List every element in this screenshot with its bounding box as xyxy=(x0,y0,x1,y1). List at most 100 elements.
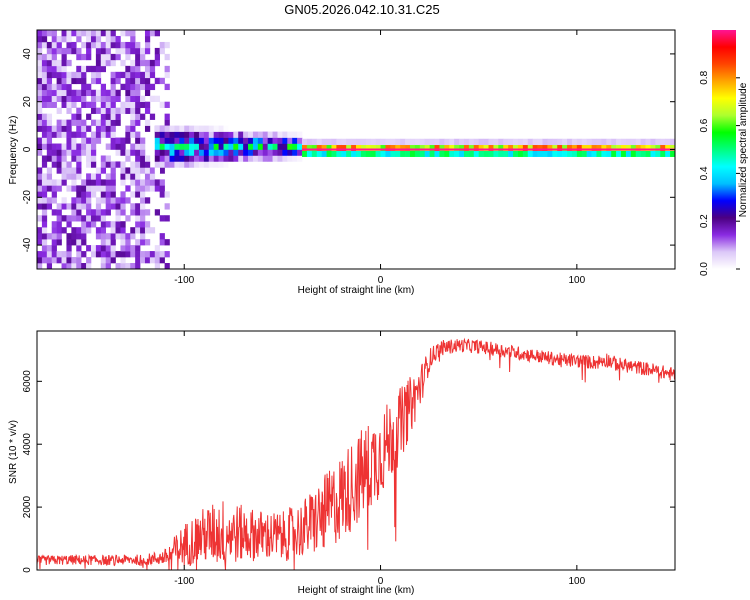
spectrogram-cell xyxy=(194,131,200,138)
spectrogram-cell xyxy=(272,155,278,162)
spectrogram-cell xyxy=(51,221,57,228)
spectrogram-cell xyxy=(135,215,141,222)
spectrogram-cell xyxy=(56,41,62,49)
spectrogram-cell xyxy=(56,185,62,192)
spectrogram-cell xyxy=(316,138,322,146)
spectrogram-cell xyxy=(326,144,332,151)
spectrogram-cell xyxy=(135,71,141,79)
spectrogram-cell xyxy=(567,138,573,146)
spectrogram-cell xyxy=(424,150,430,157)
spectrogram-cell xyxy=(76,77,82,85)
spectrogram-cell xyxy=(66,59,72,67)
spectrogram-cell xyxy=(292,155,298,162)
spectrogram-cell xyxy=(61,71,67,79)
spectrogram-cell xyxy=(370,144,376,151)
spectrogram-cell xyxy=(95,173,102,180)
spectrogram-cell xyxy=(498,144,504,151)
spectrogram-cell xyxy=(41,41,48,49)
spectrogram-cell xyxy=(164,131,170,138)
spectrogram-cell xyxy=(100,65,107,73)
spectrogram-cell xyxy=(213,137,219,144)
spectrogram-cell xyxy=(336,138,342,146)
spectrogram-cell xyxy=(228,131,234,138)
spectrogram-cell xyxy=(76,239,82,246)
spectrogram-cell xyxy=(81,89,87,97)
spectrogram-cell xyxy=(46,30,53,37)
spectrogram-cell xyxy=(488,144,494,151)
spectrogram-cell xyxy=(95,215,102,222)
spectrogram-cell xyxy=(120,263,126,269)
spectrogram-cell xyxy=(41,119,48,126)
spectrogram-cell xyxy=(66,203,72,210)
spectrogram-cell xyxy=(243,149,249,156)
spectrogram-cell xyxy=(179,131,185,138)
spectrogram-cell xyxy=(71,197,77,204)
spectrogram-cell xyxy=(144,30,151,37)
spectrogram-cell xyxy=(356,150,362,157)
spectrogram-cell xyxy=(115,119,121,126)
spectrogram-cell xyxy=(635,144,641,151)
spectrogram-cell xyxy=(621,144,627,151)
spectrogram-cell xyxy=(135,209,141,216)
spectrogram-cell xyxy=(76,107,82,114)
spectrogram-cell xyxy=(365,150,372,157)
spectrogram-cell xyxy=(144,173,151,180)
spectrogram-cell xyxy=(257,137,264,144)
spectrogram-cell xyxy=(194,161,200,168)
spectrogram-cell xyxy=(326,138,332,146)
spectrogram-cell xyxy=(198,131,205,138)
spectrogram-cell xyxy=(198,149,205,156)
spectrogram-cell xyxy=(41,113,48,120)
spectrogram-cell xyxy=(154,179,160,186)
spectrogram-cell xyxy=(120,191,126,198)
spectrogram-cell xyxy=(164,119,170,126)
snr-x-label: Height of straight line (km) xyxy=(298,585,415,596)
spectrogram-cell xyxy=(257,149,264,156)
spectrogram-cell xyxy=(76,173,82,180)
spectrogram-cell xyxy=(61,119,67,126)
spectrogram-cell xyxy=(223,149,229,156)
spectrogram-cell xyxy=(630,144,637,151)
spectrogram-cell xyxy=(105,107,111,114)
spectrogram-cell xyxy=(71,137,77,144)
spectrogram-cell xyxy=(71,233,77,240)
spectrogram-cell xyxy=(71,173,77,180)
spectrogram-cell xyxy=(51,101,57,108)
spectrogram-cell xyxy=(184,155,190,162)
spectrogram-cell xyxy=(56,119,62,126)
spectrogram-cell xyxy=(267,149,273,156)
spectrogram-cell xyxy=(90,41,97,49)
spectrogram-cell xyxy=(115,227,121,234)
spectrogram-cell xyxy=(517,144,524,151)
spectrogram-cell xyxy=(169,155,175,162)
spectrogram-cell xyxy=(95,89,102,97)
spectrogram-cell xyxy=(95,71,102,79)
spectrogram-cell xyxy=(670,144,675,151)
spectrogram-cell xyxy=(125,167,131,174)
spectrogram-cell xyxy=(130,191,136,198)
spectrogram-cell xyxy=(503,144,509,151)
spectrogram-cell xyxy=(120,179,126,186)
spectrogram-cell xyxy=(586,150,592,157)
spectrogram-cell xyxy=(272,137,278,144)
spectrogram-cell xyxy=(252,143,259,150)
spectrogram-cell xyxy=(100,263,107,269)
spectrogram-cell xyxy=(135,167,141,174)
spectrogram-cell xyxy=(508,138,514,146)
spectrogram-cell xyxy=(95,185,102,192)
spectrogram-cell xyxy=(86,203,92,210)
spectrogram-cell xyxy=(61,155,67,162)
spectrogram-cell xyxy=(56,35,62,43)
spectrogram-cell xyxy=(51,245,57,252)
spectrogram-cell xyxy=(277,155,283,162)
spectrogram-cell xyxy=(90,30,97,37)
spectrogram-cell xyxy=(424,144,430,151)
spectrogram-cell xyxy=(169,143,175,150)
spectrogram-cell xyxy=(110,95,116,102)
spectrogram-cell xyxy=(100,185,107,192)
spectrogram-cell xyxy=(542,144,548,151)
spectrogram-cell xyxy=(100,30,107,37)
spectrogram-cell xyxy=(238,137,244,144)
spectrogram-cell xyxy=(120,107,126,114)
spectrogram-cell xyxy=(144,83,151,91)
